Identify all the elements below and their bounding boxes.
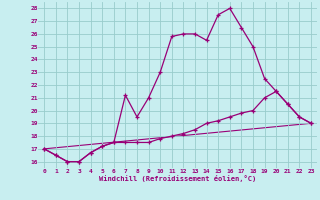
X-axis label: Windchill (Refroidissement éolien,°C): Windchill (Refroidissement éolien,°C) <box>99 175 256 182</box>
